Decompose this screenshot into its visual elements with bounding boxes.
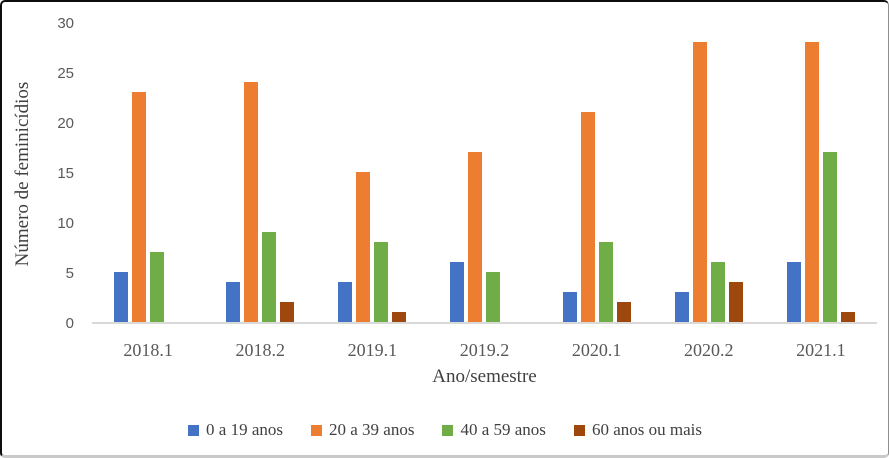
y-tick-label: 30 [57,15,74,32]
x-axis-label: 2019.1 [347,340,398,360]
bar [150,252,165,322]
y-tick-label: 5 [65,265,74,282]
legend-swatch-icon [442,424,454,436]
legend-item: 60 anos ou mais [573,420,702,440]
bar [822,152,837,322]
bar [244,82,259,322]
bar-group-2018.2 [204,24,316,322]
bar-group-2021.1 [765,24,877,322]
bar [262,232,277,322]
bar [674,292,689,322]
bar [710,262,725,322]
bar [392,312,407,322]
bar-group-2019.1 [316,24,428,322]
y-tick-label: 25 [57,65,74,82]
x-axis-label: 2018.1 [123,340,173,360]
y-tick-label: 10 [57,215,74,232]
bar-group-2018.1 [92,24,204,322]
legend-swatch-icon [188,424,200,436]
bar [114,272,129,322]
bar [468,152,483,322]
bar [132,92,147,322]
y-tick-label: 15 [57,165,74,182]
legend-swatch-icon [311,424,322,436]
bar [486,272,501,322]
legend-label: 20 a 39 anos [329,420,415,439]
x-axis-label: 2020.2 [684,340,734,360]
bar-group-2019.2 [428,24,540,322]
legend-item: 40 a 59 anos [442,420,546,440]
legend-label: 40 a 59 anos [460,420,546,439]
bar [616,302,631,322]
bar [226,282,241,322]
bar [728,282,743,322]
x-axis-label: 2018.2 [235,340,285,360]
bar-group-2020.2 [653,24,765,322]
x-axis-label: 2019.2 [459,340,510,360]
bar [840,312,855,322]
legend-item: 0 a 19 anos [188,420,283,440]
x-axis-label: 2020.1 [571,340,622,360]
bar [580,112,595,322]
y-tick-label: 20 [57,115,74,132]
legend-label: 0 a 19 anos [206,420,283,439]
legend: 0 a 19 anos 20 a 39 anos 40 a 59 anos 60 an… [2,420,888,440]
bar [786,262,801,322]
legend-swatch-icon [573,424,585,436]
bar [562,292,577,322]
x-axis-labels: 2018.1 2018.2 2019.1 2019.2 2020.1 2020.2 2021… [92,340,877,361]
bar [374,242,389,322]
bar [280,302,295,322]
bar [692,42,707,322]
x-axis-label: 2021.1 [796,340,846,360]
bar [356,172,371,322]
bar [804,42,819,322]
bar [338,282,353,322]
legend-item: 20 a 39 anos [311,420,414,440]
bar [598,242,613,322]
x-axis-title: Ano/semestre [432,366,537,387]
y-tick-label: 0 [65,315,74,332]
plot-area [92,24,877,324]
bar-group-2020.1 [541,24,653,322]
bar [450,262,465,322]
legend-label: 60 anos ou mais [591,420,702,439]
